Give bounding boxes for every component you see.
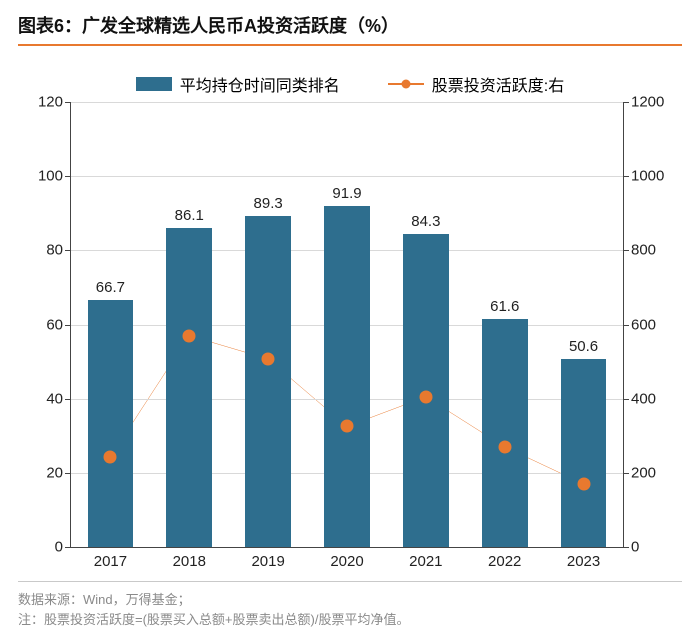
left-axis-tick: 60	[46, 316, 71, 333]
line-marker	[104, 450, 117, 463]
x-axis-tick: 2019	[251, 547, 284, 570]
legend-item-bar: 平均持仓时间同类排名	[136, 72, 340, 96]
legend: 平均持仓时间同类排名 股票投资活跃度:右	[78, 72, 622, 96]
left-axis-tick: 0	[55, 539, 71, 556]
right-axis-tick: 1000	[623, 168, 664, 185]
bar-value-label: 86.1	[175, 207, 204, 228]
line-marker	[262, 352, 275, 365]
bar-value-label: 61.6	[490, 298, 519, 319]
line-marker	[341, 420, 354, 433]
right-axis-tick: 1200	[623, 94, 664, 111]
line-marker	[498, 440, 511, 453]
x-axis-tick: 2021	[409, 547, 442, 570]
legend-item-line: 股票投资活跃度:右	[388, 72, 564, 96]
bar: 50.6	[561, 359, 607, 547]
x-axis-tick: 2017	[94, 547, 127, 570]
left-axis-tick: 20	[46, 464, 71, 481]
bar: 61.6	[482, 319, 528, 547]
footer-source: 数据来源：Wind，万得基金；	[18, 590, 682, 610]
legend-label-line: 股票投资活跃度:右	[432, 72, 564, 96]
right-axis-tick: 800	[623, 242, 656, 259]
bar-value-label: 89.3	[254, 195, 283, 216]
chart-title: 图表6：广发全球精选人民币A投资活跃度（%）	[18, 12, 682, 46]
left-axis-tick: 40	[46, 390, 71, 407]
x-axis-tick: 2023	[567, 547, 600, 570]
right-axis-tick: 0	[623, 539, 639, 556]
bar: 86.1	[166, 228, 212, 547]
right-axis-tick: 400	[623, 390, 656, 407]
bar-value-label: 50.6	[569, 338, 598, 359]
x-axis-tick: 2018	[173, 547, 206, 570]
left-axis-tick: 100	[38, 168, 71, 185]
left-axis-tick: 80	[46, 242, 71, 259]
left-axis-tick: 120	[38, 94, 71, 111]
legend-swatch-bar	[136, 77, 172, 91]
grid-line	[71, 102, 623, 103]
line-marker	[183, 329, 196, 342]
legend-label-bar: 平均持仓时间同类排名	[180, 72, 340, 96]
plot-area: 02040608010012002004006008001000120066.7…	[70, 102, 624, 548]
bar-value-label: 84.3	[411, 213, 440, 234]
bar: 91.9	[324, 206, 370, 547]
chart-container: 平均持仓时间同类排名 股票投资活跃度:右 0204060801001200200…	[18, 52, 682, 582]
bar: 66.7	[88, 300, 134, 547]
right-axis-tick: 200	[623, 464, 656, 481]
line-marker	[419, 390, 432, 403]
right-axis-tick: 600	[623, 316, 656, 333]
bar: 89.3	[245, 216, 291, 547]
bar-value-label: 66.7	[96, 279, 125, 300]
line-marker	[577, 477, 590, 490]
legend-swatch-line	[388, 83, 424, 85]
chart-footer: 数据来源：Wind，万得基金； 注：股票投资活跃度=(股票买入总额+股票卖出总额…	[18, 581, 682, 630]
grid-line	[71, 176, 623, 177]
bar-value-label: 91.9	[332, 185, 361, 206]
footer-note: 注：股票投资活跃度=(股票买入总额+股票卖出总额)/股票平均净值。	[18, 610, 682, 630]
x-axis-tick: 2022	[488, 547, 521, 570]
x-axis-tick: 2020	[330, 547, 363, 570]
